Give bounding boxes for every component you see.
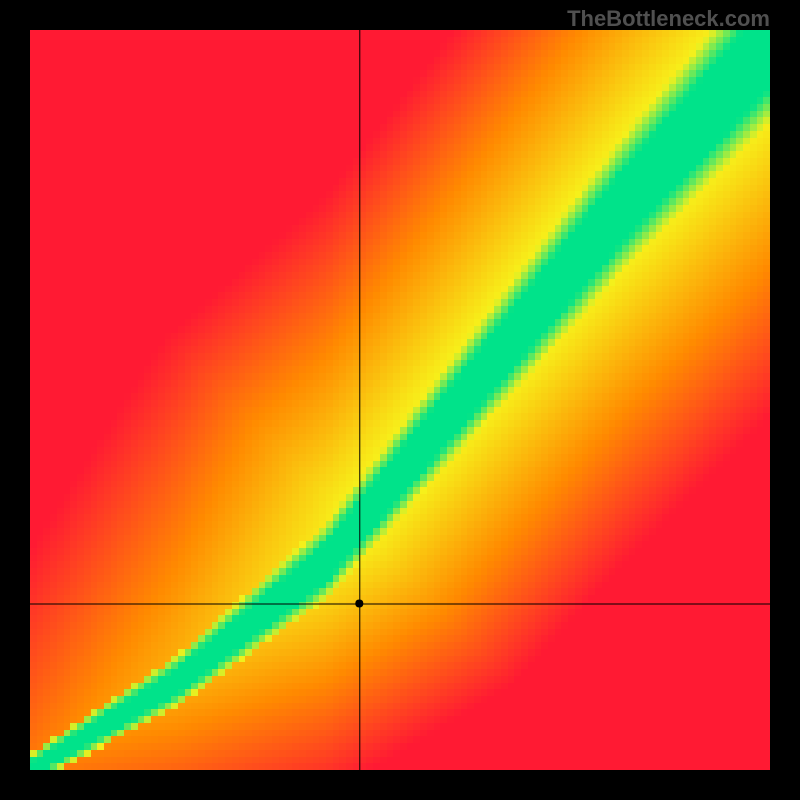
chart-container: TheBottleneck.com	[0, 0, 800, 800]
bottleneck-heatmap	[30, 30, 770, 770]
watermark-text: TheBottleneck.com	[567, 6, 770, 32]
